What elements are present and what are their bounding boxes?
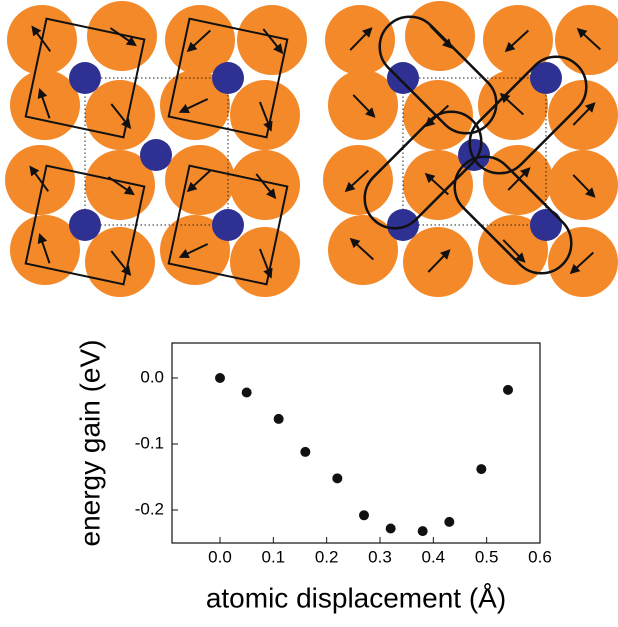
blue-atom: [69, 62, 101, 94]
data-point: [444, 517, 454, 527]
data-point: [359, 510, 369, 520]
page: atomic displacement (Å) energy gain (eV)…: [0, 0, 618, 627]
data-point: [300, 447, 310, 457]
x-axis-label: atomic displacement (Å): [206, 582, 506, 613]
data-point: [476, 464, 486, 474]
x-tick-label: 0.2: [315, 547, 339, 566]
data-point: [274, 414, 284, 424]
x-tick-label: 0.4: [422, 547, 446, 566]
data-point: [418, 526, 428, 536]
plot-frame: [172, 343, 540, 543]
x-tick-label: 0.1: [262, 547, 286, 566]
blue-atom: [140, 139, 172, 171]
y-tick-label: -0.2: [135, 499, 164, 518]
blue-atom: [212, 209, 244, 241]
y-tick-label: 0.0: [140, 367, 164, 386]
orange-atom: [555, 5, 618, 75]
data-point: [503, 385, 513, 395]
data-point: [386, 523, 396, 533]
y-axis-label: energy gain (eV): [74, 339, 105, 546]
x-tick-label: 0.6: [528, 547, 552, 566]
x-tick-label: 0.5: [475, 547, 499, 566]
blue-atom: [387, 62, 419, 94]
data-point: [215, 373, 225, 383]
data-point: [332, 473, 342, 483]
structure-diagrams: [5, 1, 618, 297]
data-point: [242, 388, 252, 398]
x-tick-label: 0.3: [368, 547, 392, 566]
blue-atom: [212, 62, 244, 94]
figure: atomic displacement (Å) energy gain (eV)…: [0, 0, 618, 627]
y-tick-label: -0.1: [135, 433, 164, 452]
blue-atom: [530, 209, 562, 241]
blue-atom: [69, 209, 101, 241]
blue-atom: [387, 209, 419, 241]
x-tick-label: 0.0: [208, 547, 232, 566]
